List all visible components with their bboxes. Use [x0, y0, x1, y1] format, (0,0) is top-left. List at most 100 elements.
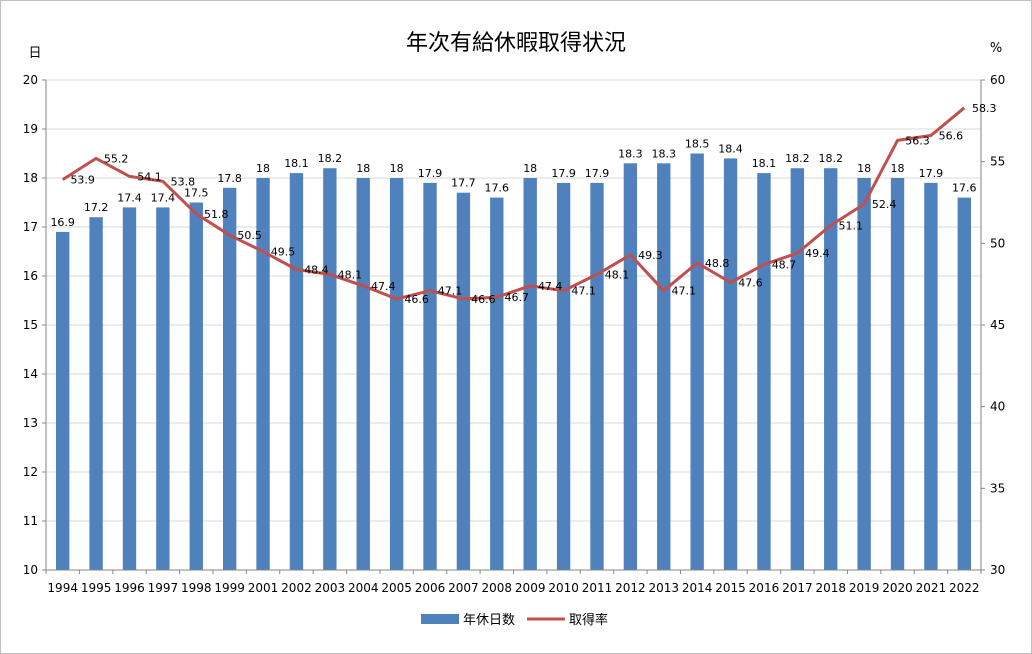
left-tick-label: 14: [23, 367, 38, 381]
x-tick-label: 2003: [315, 581, 346, 595]
x-tick-label: 2010: [548, 581, 579, 595]
bar-data-label: 17.4: [117, 191, 142, 204]
chart-title: 年次有給休暇取得状況: [406, 31, 626, 56]
line-data-label: 53.9: [70, 174, 95, 187]
bar: [423, 182, 437, 570]
legend-label-line: 取得率: [569, 612, 608, 628]
bar: [757, 173, 771, 570]
x-tick-label: 2020: [882, 581, 913, 595]
bar-data-label: 17.2: [84, 201, 109, 214]
bar-data-label: 18.3: [618, 147, 643, 160]
bar: [924, 182, 938, 570]
x-tick-label: 2004: [348, 581, 379, 595]
line-data-label: 48.1: [338, 268, 363, 281]
line-data-label: 46.6: [471, 293, 496, 306]
line-data-label: 47.1: [571, 285, 596, 298]
x-tick-label: 2019: [849, 581, 880, 595]
bar-data-label: 18.2: [818, 152, 843, 165]
bar-data-label: 17.9: [418, 167, 443, 180]
bar: [289, 173, 304, 570]
bar: [56, 231, 70, 570]
bar: [456, 192, 471, 570]
bar-data-label: 18.4: [718, 142, 743, 155]
line-data-label: 55.2: [104, 152, 129, 165]
bar: [323, 168, 337, 570]
bar: [356, 178, 370, 570]
bar-data-label: 17.9: [919, 167, 944, 180]
bar-data-label: 18.5: [685, 138, 710, 151]
line-data-label: 50.5: [237, 229, 262, 242]
line-data-label: 46.7: [505, 291, 530, 304]
line-data-label: 47.4: [538, 280, 563, 293]
bar-data-label: 18.1: [752, 157, 777, 170]
bar-data-label: 18.2: [318, 152, 343, 165]
line-data-label: 56.6: [939, 130, 964, 143]
bar-data-label: 17.8: [217, 172, 242, 185]
bar: [222, 187, 237, 571]
x-tick-label: 2013: [648, 581, 679, 595]
x-tick-label: 1994: [47, 581, 78, 595]
left-tick-label: 17: [23, 220, 38, 234]
bar: [389, 178, 404, 570]
x-tick-label: 2017: [782, 581, 813, 595]
line-data-label: 52.4: [872, 198, 897, 211]
bar: [690, 153, 704, 570]
x-tick-label: 2021: [916, 581, 947, 595]
line-data-label: 54.1: [137, 170, 162, 183]
x-tick-label: 2014: [682, 581, 713, 595]
bar: [623, 163, 638, 571]
x-tick-label: 1995: [81, 581, 112, 595]
left-tick-label: 18: [23, 171, 38, 185]
bar-series: [56, 153, 971, 571]
line-data-label: 48.1: [605, 268, 630, 281]
left-axis-unit: 日: [28, 46, 41, 61]
right-tick-label: 50: [990, 236, 1005, 250]
right-tick-label: 30: [990, 563, 1005, 577]
x-tick-label: 2008: [482, 581, 513, 595]
bar: [790, 168, 805, 570]
legend: 年休日数 取得率: [421, 612, 608, 628]
bar-data-label: 17.9: [551, 167, 576, 180]
line-data-label: 49.5: [271, 246, 296, 259]
bar: [89, 217, 103, 570]
tick-labels: 10 11 12 13 14 15 16 17 18 19 20 30 35 40 45 50 55 60 1994…: [23, 73, 1006, 595]
x-tick-label: 1996: [114, 581, 145, 595]
line-data-label: 47.1: [672, 285, 697, 298]
left-tick-label: 10: [23, 563, 38, 577]
right-tick-label: 35: [990, 481, 1005, 495]
line-data-label: 56.3: [905, 134, 930, 147]
x-tick-label: 2011: [582, 581, 613, 595]
data-labels: 16.9 17.2 17.4 17.4 17.5 17.8 18 18.1 18.2 18 18 17…: [50, 102, 996, 306]
right-tick-label: 45: [990, 318, 1005, 332]
bar: [957, 197, 971, 570]
left-tick-label: 16: [23, 269, 38, 283]
left-tick-label: 13: [23, 416, 38, 430]
line-data-label: 53.8: [171, 175, 196, 188]
line-data-label: 47.6: [738, 277, 763, 290]
bar-data-label: 18: [857, 162, 871, 175]
bar: [490, 197, 504, 570]
left-tick-label: 12: [23, 465, 38, 479]
right-axis-unit: %: [990, 41, 1002, 56]
bar-data-label: 17.9: [585, 167, 610, 180]
right-tick-label: 55: [990, 155, 1005, 169]
x-tick-label: 2002: [281, 581, 312, 595]
line-data-label: 48.4: [304, 263, 329, 276]
line-data-label: 51.8: [204, 208, 229, 221]
x-tick-label: 1997: [148, 581, 179, 595]
x-tick-label: 2016: [749, 581, 780, 595]
x-tick-label: 2018: [815, 581, 846, 595]
line-data-label: 48.8: [705, 257, 730, 270]
axes: [42, 79, 985, 574]
bar-data-label: 18.1: [284, 157, 309, 170]
bar: [156, 207, 170, 570]
legend-swatch-bar: [421, 614, 459, 624]
left-tick-label: 19: [23, 122, 38, 136]
left-tick-label: 11: [23, 514, 38, 528]
bar: [657, 163, 671, 571]
x-tick-label: 2006: [415, 581, 446, 595]
x-tick-label: 2009: [515, 581, 546, 595]
bar: [189, 202, 203, 570]
